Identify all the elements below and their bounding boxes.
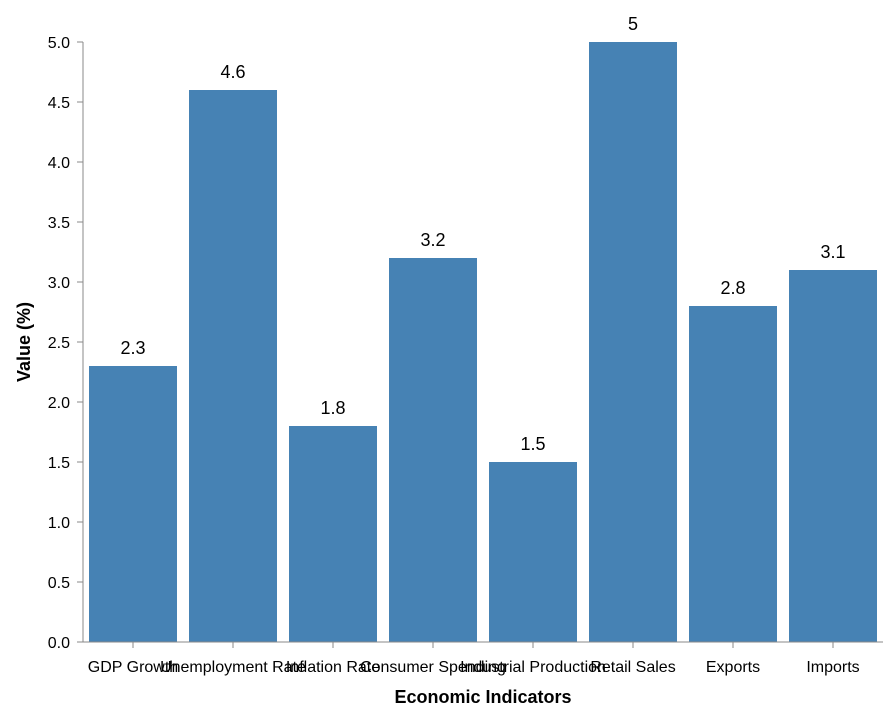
bar	[689, 306, 777, 642]
bar-value-label: 2.8	[720, 278, 745, 298]
y-tick-label: 0.0	[48, 635, 70, 652]
y-tick-label: 4.5	[48, 95, 70, 112]
y-tick-label: 1.0	[48, 515, 70, 532]
bar	[289, 426, 377, 642]
bar	[589, 42, 677, 642]
data-labels: 2.3 4.6 1.8 3.2 1.5 5 2.8 3.1	[120, 14, 845, 454]
y-tick-label: 2.0	[48, 395, 70, 412]
x-tick-label: Industrial Production	[460, 659, 606, 676]
y-axis: 0.0 0.5 1.0 1.5 2.0 2.5 3.0 3.5 4.0 4.5 5.0	[48, 35, 84, 652]
bar-value-label: 5	[628, 14, 638, 34]
x-axis-title: Economic Indicators	[394, 687, 571, 707]
y-tick-label: 2.5	[48, 335, 70, 352]
x-tick-label: Imports	[806, 659, 859, 676]
bar-value-label: 1.5	[520, 434, 545, 454]
y-tick-label: 5.0	[48, 35, 70, 52]
y-tick-label: 0.5	[48, 575, 70, 592]
bar-value-label: 3.1	[820, 242, 845, 262]
bars	[89, 42, 877, 642]
bar-value-label: 3.2	[420, 230, 445, 250]
bar	[389, 258, 477, 642]
x-tick-label: Consumer Spending	[360, 659, 506, 676]
bar	[789, 270, 877, 642]
y-tick-label: 4.0	[48, 155, 70, 172]
bar	[189, 90, 277, 642]
y-tick-label: 3.0	[48, 275, 70, 292]
bar-value-label: 2.3	[120, 338, 145, 358]
x-tick-label: Unemployment Rate	[160, 659, 306, 676]
x-tick-label: Inflation Rate	[286, 659, 380, 676]
bar	[489, 462, 577, 642]
x-tick-label: Exports	[706, 659, 760, 676]
bar-value-label: 1.8	[320, 398, 345, 418]
x-tick-label: Retail Sales	[590, 659, 675, 676]
y-tick-label: 3.5	[48, 215, 70, 232]
y-axis-title: Value (%)	[14, 302, 34, 382]
x-tick-label: GDP Growth	[88, 659, 178, 676]
y-tick-label: 1.5	[48, 455, 70, 472]
bar	[89, 366, 177, 642]
bar-value-label: 4.6	[220, 62, 245, 82]
